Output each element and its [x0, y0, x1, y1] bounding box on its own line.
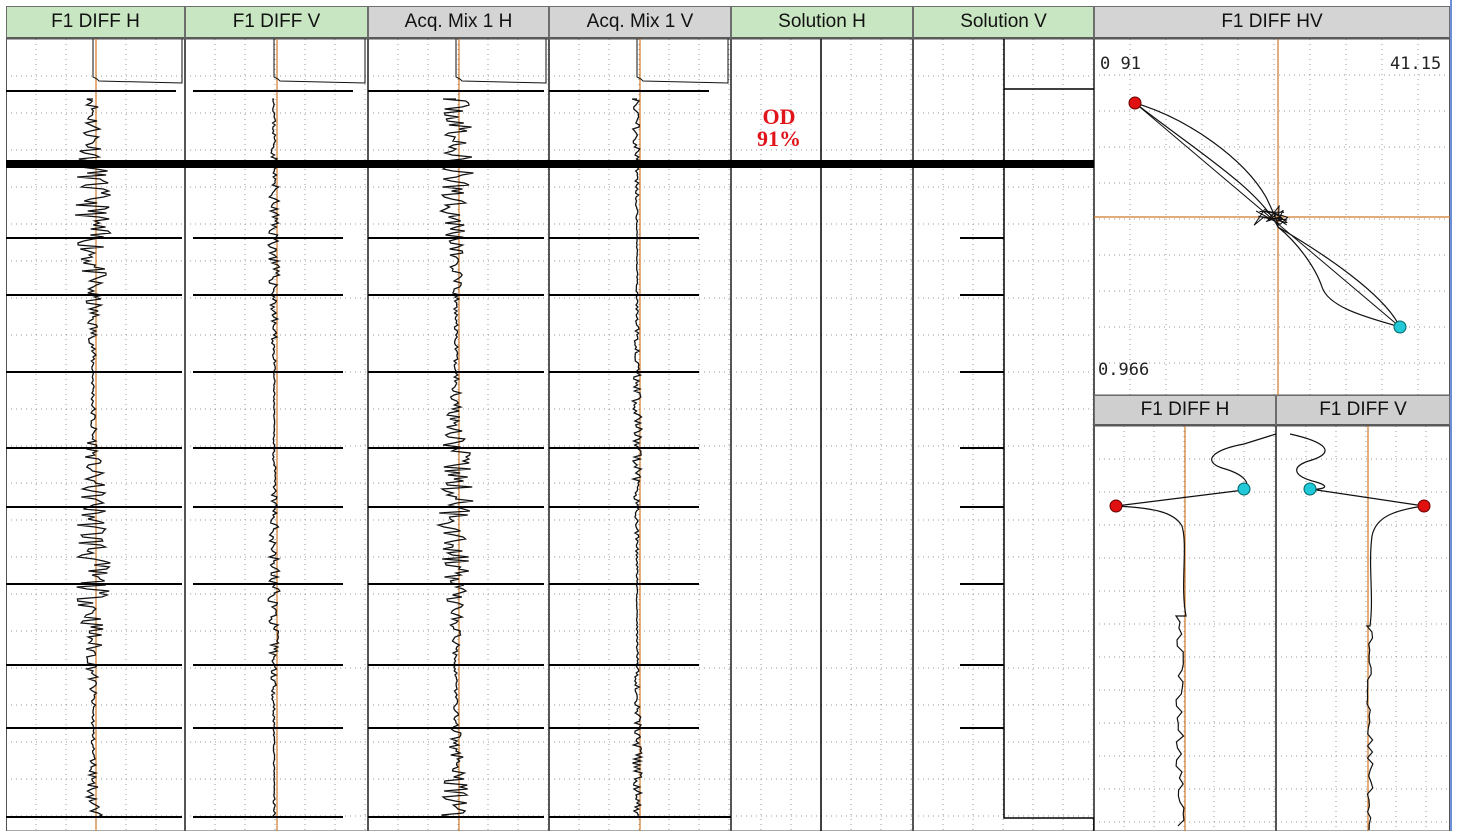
signal-trace	[266, 98, 282, 818]
strip-chart-f1-diff-h[interactable]	[6, 39, 185, 831]
marker-cyan	[1393, 320, 1407, 334]
noise-tangle	[1253, 204, 1289, 226]
zoom-trace	[1289, 433, 1425, 831]
reference-bar	[549, 160, 731, 168]
signal-trace	[435, 98, 474, 818]
window-right-edge	[1450, 0, 1452, 831]
signal-step	[92, 39, 183, 84]
header-f1-diff-h[interactable]: F1 DIFF H	[6, 6, 185, 39]
reference-bar	[913, 160, 1094, 168]
marker-red	[1109, 499, 1123, 513]
panel-border	[731, 39, 913, 831]
marker-cyan	[1303, 482, 1317, 496]
strip-chart-f1-diff-v[interactable]	[185, 39, 368, 831]
lissajous-amplitude-label: 41.15	[1390, 54, 1442, 74]
grid	[731, 39, 913, 831]
grid	[1276, 426, 1450, 831]
reference-bar	[185, 160, 368, 168]
lissajous-lower-loop	[1277, 226, 1402, 328]
lissajous-axis-line	[1134, 102, 1401, 328]
zoom-strip-f1-diff-h[interactable]	[1094, 426, 1276, 831]
lissajous-plot[interactable]	[1094, 39, 1450, 395]
panel-border	[6, 39, 185, 831]
reference-bar	[368, 160, 549, 168]
panel-border	[1094, 426, 1276, 831]
defect-annotation: OD 91%	[729, 106, 829, 150]
annotation-percent: 91%	[757, 126, 801, 151]
strip-chart-solution-h[interactable]	[731, 39, 913, 831]
zoom-trace	[1115, 433, 1276, 827]
signal-trace	[75, 98, 112, 818]
strip-chart-solution-v[interactable]	[913, 39, 1094, 831]
reference-bar	[6, 160, 185, 168]
header-sub-f1-diff-v[interactable]: F1 DIFF V	[1276, 395, 1450, 426]
marker-cyan	[1237, 482, 1251, 496]
panel-border	[549, 39, 731, 831]
marker-red	[1417, 499, 1431, 513]
marker-red	[1128, 96, 1142, 110]
header-solution-v[interactable]: Solution V	[913, 6, 1094, 39]
header-solution-h[interactable]: Solution H	[731, 6, 913, 39]
signal-step	[273, 39, 366, 84]
panel-border	[1276, 426, 1450, 831]
reference-bar	[731, 160, 913, 168]
solution-trace	[1003, 39, 1094, 831]
header-f1-diff-hv[interactable]: F1 DIFF HV	[1094, 6, 1450, 39]
signal-trace	[630, 98, 644, 818]
signal-step	[636, 39, 729, 84]
header-acq-mix-1-v[interactable]: Acq. Mix 1 V	[549, 6, 731, 39]
annotation-type: OD	[762, 104, 796, 129]
lissajous-phase-label: 0 91	[1100, 54, 1141, 74]
header-sub-f1-diff-h[interactable]: F1 DIFF H	[1094, 395, 1276, 426]
panel-border	[368, 39, 549, 831]
panel-border	[913, 39, 1094, 831]
zoom-strip-f1-diff-v[interactable]	[1276, 426, 1450, 831]
header-f1-diff-v[interactable]: F1 DIFF V	[185, 6, 368, 39]
panel-border	[185, 39, 368, 831]
strip-chart-acq-mix-1-h[interactable]	[368, 39, 549, 831]
signal-step	[455, 39, 547, 84]
lissajous-scale-label: 0.966	[1098, 360, 1150, 380]
strip-chart-acq-mix-1-v[interactable]	[549, 39, 731, 831]
header-acq-mix-1-h[interactable]: Acq. Mix 1 H	[368, 6, 549, 39]
